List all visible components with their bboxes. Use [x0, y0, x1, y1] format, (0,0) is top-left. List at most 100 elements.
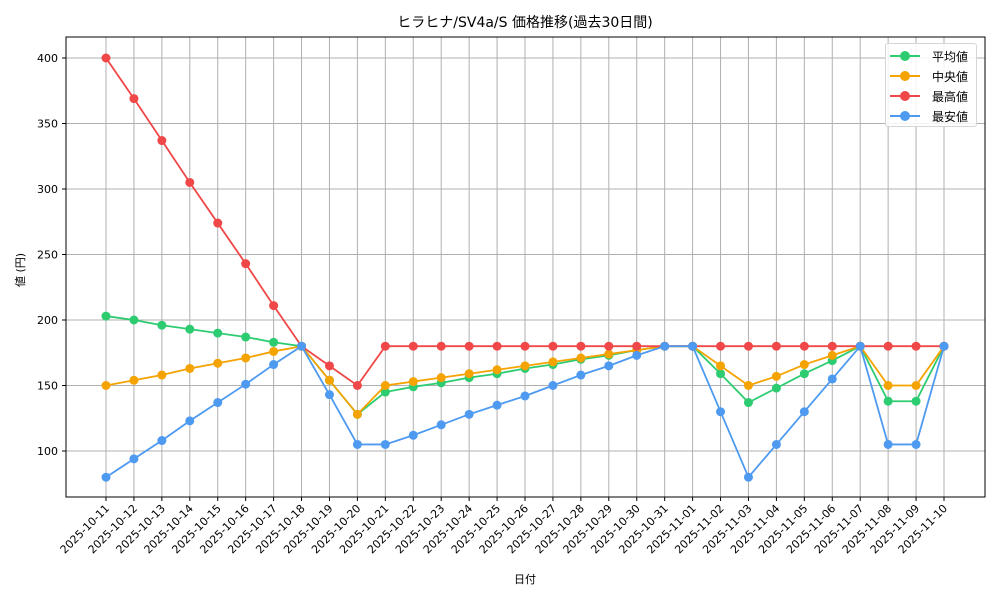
data-point: [101, 311, 111, 321]
data-point: [129, 94, 139, 104]
data-point: [716, 369, 726, 379]
data-point: [883, 381, 893, 390]
data-point: [520, 341, 530, 351]
data-point: [241, 353, 251, 363]
legend-label: 中央値: [932, 69, 969, 84]
chart-title: ヒラヒナ/SV4a/S 価格推移(過去30日間): [397, 15, 653, 31]
data-point: [716, 361, 726, 371]
data-point: [799, 369, 809, 379]
data-point: [492, 365, 502, 375]
data-point: [492, 341, 502, 351]
data-point: [743, 398, 753, 408]
data-point: [771, 383, 781, 393]
legend-label: 平均値: [932, 49, 969, 64]
data-point: [241, 332, 251, 342]
data-point: [604, 361, 614, 371]
legend-marker-icon: [890, 111, 920, 121]
data-point: [911, 341, 921, 351]
data-point: [883, 396, 893, 406]
data-point: [436, 341, 446, 351]
data-point: [241, 259, 251, 269]
data-point: [548, 341, 558, 351]
data-point: [632, 341, 642, 351]
data-point: [743, 381, 753, 390]
data-point: [911, 396, 921, 406]
data-point: [799, 407, 809, 417]
data-point: [129, 375, 139, 385]
data-point: [408, 341, 418, 351]
legend: 平均値 中央値 最高値 最安値: [885, 43, 977, 127]
axes: 1001502002503003504002025-10-112025-10-1…: [37, 36, 986, 556]
data-point: [380, 341, 390, 351]
y-tick-label: 250: [37, 249, 58, 262]
data-point: [213, 218, 223, 228]
data-point: [939, 341, 949, 351]
data-point: [688, 341, 698, 351]
legend-marker-icon: [890, 91, 920, 101]
data-point: [436, 420, 446, 430]
data-point: [185, 416, 195, 426]
data-point: [324, 375, 334, 385]
data-point: [911, 439, 921, 449]
data-point: [576, 370, 586, 380]
data-point: [157, 436, 167, 446]
data-point: [911, 381, 921, 390]
data-point: [827, 350, 837, 360]
data-point: [799, 341, 809, 351]
data-point: [129, 315, 139, 325]
data-point: [743, 341, 753, 351]
data-point: [492, 400, 502, 410]
data-point: [380, 439, 390, 449]
legend-marker-icon: [890, 71, 920, 81]
data-point: [771, 371, 781, 381]
data-point: [604, 349, 614, 359]
data-point: [269, 337, 279, 347]
data-point: [324, 361, 334, 371]
data-point: [716, 407, 726, 417]
legend-item: 最高値: [890, 86, 972, 106]
data-point: [520, 361, 530, 371]
grid-lines: [66, 37, 985, 497]
data-point: [185, 177, 195, 187]
data-point: [827, 341, 837, 351]
data-point: [213, 398, 223, 408]
data-point: [855, 341, 865, 351]
data-point: [380, 381, 390, 390]
y-tick-label: 350: [37, 118, 58, 131]
data-point: [213, 328, 223, 338]
data-point: [269, 346, 279, 356]
data-point: [157, 136, 167, 146]
data-point: [576, 341, 586, 351]
data-point: [408, 377, 418, 387]
data-point: [464, 341, 474, 351]
data-point: [185, 324, 195, 334]
y-axis-label: 値 (円): [14, 253, 27, 287]
legend-item: 最安値: [890, 106, 972, 126]
data-point: [408, 430, 418, 440]
data-point: [269, 301, 279, 311]
data-point: [632, 350, 642, 360]
data-point: [660, 341, 670, 351]
data-point: [520, 391, 530, 401]
legend-label: 最高値: [932, 89, 969, 104]
y-tick-label: 200: [37, 314, 58, 327]
data-point: [269, 360, 279, 370]
data-point: [157, 370, 167, 380]
data-point: [157, 320, 167, 330]
data-point: [548, 381, 558, 390]
data-point: [241, 379, 251, 389]
data-point: [185, 363, 195, 373]
x-axis-label: 日付: [514, 573, 536, 586]
data-point: [799, 360, 809, 370]
data-point: [352, 381, 362, 390]
data-point: [101, 472, 111, 482]
data-point: [716, 341, 726, 351]
data-point: [352, 409, 362, 419]
data-point: [771, 439, 781, 449]
data-point: [380, 387, 390, 397]
data-point: [576, 353, 586, 363]
y-tick-label: 100: [37, 445, 58, 458]
legend-marker-icon: [890, 51, 920, 61]
data-point: [827, 374, 837, 384]
